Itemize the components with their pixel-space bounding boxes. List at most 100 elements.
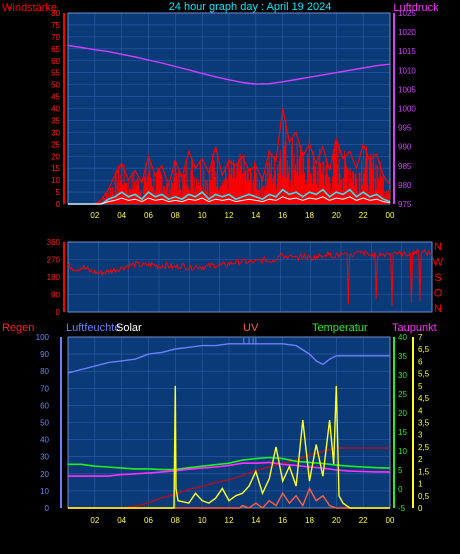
uv-label: UV [243, 322, 259, 334]
temperature-tick-label: 10 [398, 447, 407, 456]
x-tick-label: 18 [305, 516, 314, 525]
direction-left-axis: 0 90 180 270 360 [47, 238, 61, 317]
x-tick-label: 20 [332, 211, 341, 220]
dewpoint-label: Taupunkt [392, 322, 437, 334]
temperature-tick-label: 40 [398, 333, 407, 342]
pressure-tick-label: 975 [398, 200, 412, 209]
temperature-tick-label: -5 [398, 504, 406, 513]
uv-tick-label: 5 [418, 382, 423, 391]
direction-panel-frame [67, 241, 433, 313]
uv-tick-label: 2 [418, 455, 423, 464]
uv-tick-label: 4 [418, 406, 423, 415]
uv-tick-label: 6 [418, 357, 423, 366]
x-tick-label: 14 [251, 211, 260, 220]
wind-average-line [68, 196, 391, 205]
climate-panel-marks [67, 337, 391, 509]
uv-tick-label: 5,5 [418, 370, 430, 379]
x-tick-label: 00 [386, 211, 395, 220]
pressure-tick-label: 985 [398, 162, 412, 171]
wind-tick-label: 0 [56, 200, 61, 209]
uv-tick-label: 0,5 [418, 492, 430, 501]
pressure-tick-label: 1005 [398, 85, 416, 94]
uv-line [68, 486, 390, 509]
x-tick-label: 02 [90, 516, 99, 525]
pressure-right-axis: 975 980 985 990 995 1000 1005 1010 1015 1020 1025 [398, 9, 416, 209]
x-tick-label: 08 [171, 211, 180, 220]
wind-tick-label: 80 [51, 9, 60, 18]
uv-tick-label: 1,5 [418, 467, 430, 476]
pressure-tick-label: 980 [398, 181, 412, 190]
direction-tick-label: 90 [51, 291, 60, 300]
humidity-tick-label: 10 [40, 487, 49, 496]
temperature-tick-label: 30 [398, 371, 407, 380]
humidity-tick-label: 60 [40, 401, 49, 410]
pressure-tick-label: 990 [398, 143, 412, 152]
humidity-tick-label: 90 [40, 350, 49, 359]
wind-panel-marks [67, 44, 391, 205]
pressure-line [67, 44, 391, 85]
humidity-line [67, 343, 390, 374]
pressure-tick-label: 995 [398, 124, 412, 133]
rain-label: Regen [2, 322, 34, 334]
direction-panel-marks [67, 247, 433, 306]
x-tick-label: 00 [386, 516, 395, 525]
humidity-tick-label: 50 [40, 419, 49, 428]
compass-tick-label: N [434, 303, 442, 315]
wind-x-axis: 02 04 06 08 10 12 14 16 18 20 22 00 [90, 211, 395, 220]
x-tick-label: 08 [171, 516, 180, 525]
temperature-line [68, 456, 391, 471]
wind-left-axis: 0 5 10 15 20 25 30 35 40 45 50 55 60 65 70 75 80 [51, 9, 60, 209]
x-tick-label: 22 [359, 211, 368, 220]
humidity-left-axis: 0 10 20 30 40 50 60 70 80 90 100 [36, 333, 50, 513]
uv-tick-label: 4,5 [418, 394, 430, 403]
x-tick-label: 20 [332, 516, 341, 525]
wind-tick-label: 35 [51, 116, 60, 125]
temperature-right-axis: -5 0 5 10 15 20 25 30 35 40 [398, 333, 407, 513]
compass-tick-label: W [433, 257, 444, 269]
wind-tick-label: 45 [51, 93, 60, 102]
direction-tick-label: 180 [47, 273, 61, 282]
wind-tick-label: 70 [51, 33, 60, 42]
wind-tick-label: 20 [51, 152, 60, 161]
pressure-tick-label: 1020 [398, 28, 416, 37]
humidity-tick-label: 100 [36, 333, 50, 342]
wind-speed-line [68, 108, 391, 205]
solar-line [68, 385, 390, 509]
wind-tick-label: 55 [51, 69, 60, 78]
temperature-tick-label: 35 [398, 352, 407, 361]
wind-tick-label: 15 [51, 164, 60, 173]
temperature-tick-label: 15 [398, 428, 407, 437]
uv-tick-label: 1 [418, 480, 423, 489]
wind-tick-label: 50 [51, 81, 60, 90]
pressure-ylabel: Luftdruck [393, 2, 439, 14]
gust-line [68, 188, 391, 205]
x-tick-label: 22 [359, 516, 368, 525]
x-tick-label: 18 [305, 211, 314, 220]
uv-tick-label: 7 [418, 333, 423, 342]
x-tick-label: 16 [278, 516, 287, 525]
uv-tick-label: 2,5 [418, 443, 430, 452]
wind-tick-label: 75 [51, 21, 60, 30]
humidity-tick-label: 30 [40, 453, 49, 462]
x-tick-label: 06 [144, 516, 153, 525]
humidity-tick-label: 70 [40, 384, 49, 393]
climate-x-axis: 02 04 06 08 10 12 14 16 18 20 22 00 [90, 516, 395, 525]
x-tick-label: 12 [225, 516, 234, 525]
pressure-tick-label: 1010 [398, 66, 416, 75]
uv-tick-label: 6,5 [418, 345, 430, 354]
x-tick-label: 04 [117, 516, 126, 525]
temperature-label: Temperatur [312, 322, 368, 334]
wind-tick-label: 10 [51, 176, 60, 185]
direction-tick-label: 270 [47, 256, 61, 265]
humidity-tick-label: 80 [40, 367, 49, 376]
temperature-tick-label: 25 [398, 390, 407, 399]
direction-tick-label: 0 [56, 308, 61, 317]
uv-tick-label: 3,5 [418, 419, 430, 428]
x-tick-label: 04 [117, 211, 126, 220]
wind-tick-label: 60 [51, 57, 60, 66]
x-tick-label: 10 [198, 211, 207, 220]
wind-tick-label: 5 [56, 188, 61, 197]
x-tick-label: 10 [198, 516, 207, 525]
wind-tick-label: 30 [51, 128, 60, 137]
